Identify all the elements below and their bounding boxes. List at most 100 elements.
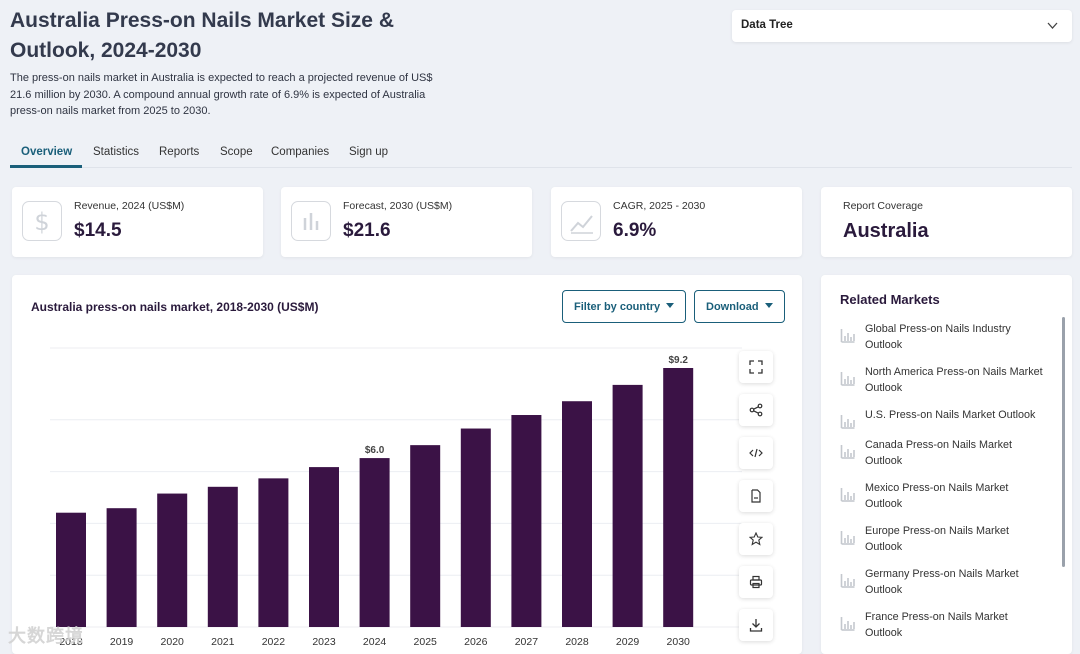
related-markets-panel: Related Markets Global Press-on Nails In… — [821, 275, 1072, 654]
tab-statistics[interactable]: Statistics — [93, 146, 140, 158]
expand-button[interactable] — [739, 351, 773, 383]
share-button[interactable] — [739, 394, 773, 426]
star-icon — [749, 532, 763, 546]
caret-down-icon — [764, 303, 773, 308]
document-button[interactable] — [739, 480, 773, 512]
x-tick-label: 2019 — [110, 636, 134, 648]
x-tick-label: 2030 — [667, 636, 691, 648]
bar-chart-icon — [840, 531, 855, 545]
tab-scope[interactable]: Scope — [220, 146, 253, 158]
tab-sign-up[interactable]: Sign up — [349, 146, 389, 158]
bar-2021[interactable] — [207, 486, 238, 627]
stat-card-revenue: $ Revenue, 2024 (US$M) $14.5 — [12, 187, 263, 257]
x-tick-label: 2022 — [262, 636, 286, 648]
trend-icon — [561, 201, 601, 241]
x-tick-label: 2025 — [414, 636, 438, 648]
stat-label: Report Coverage — [843, 200, 923, 212]
bar-2025[interactable] — [410, 445, 441, 627]
bar-chart-icon — [840, 372, 855, 386]
x-tick-label: 2018 — [59, 636, 83, 648]
star-button[interactable] — [739, 523, 773, 555]
page-title: Australia Press-on Nails Market Size & O… — [10, 9, 394, 62]
chart-panel: Australia press-on nails market, 2018-20… — [12, 275, 802, 654]
related-market-label: Global Press-on Nails Industry Outlook — [865, 323, 1011, 351]
expand-icon — [749, 360, 763, 374]
related-market-link[interactable]: Europe Press-on Nails Market Outlook — [840, 523, 1045, 557]
bar-2018[interactable] — [56, 512, 86, 627]
print-icon — [749, 575, 763, 589]
related-market-link[interactable]: Mexico Press-on Nails Market Outlook — [840, 480, 1045, 514]
stat-value: Australia — [843, 220, 929, 242]
related-market-link[interactable]: Canada Press-on Nails Market Outlook — [840, 437, 1045, 471]
tab-reports[interactable]: Reports — [159, 146, 200, 158]
related-market-link[interactable]: U.S. Press-on Nails Market Outlook — [840, 407, 1045, 441]
stat-card-cagr: CAGR, 2025 - 2030 6.9% — [551, 187, 802, 257]
stat-label: Revenue, 2024 (US$M) — [74, 200, 185, 212]
stat-label: CAGR, 2025 - 2030 — [613, 200, 706, 212]
caret-down-icon — [666, 303, 675, 308]
bar-chart-icon — [840, 574, 855, 588]
bar-2026[interactable] — [460, 428, 491, 627]
x-tick-label: 2026 — [464, 636, 488, 648]
stat-card-coverage: Report Coverage Australia — [821, 187, 1072, 257]
related-market-label: Mexico Press-on Nails Market Outlook — [865, 482, 1009, 510]
scrollbar[interactable] — [1062, 317, 1065, 567]
bar-2029[interactable] — [612, 384, 643, 627]
download-icon — [749, 619, 763, 632]
data-label: $9.2 — [668, 355, 688, 366]
filter-label: Filter by country — [574, 301, 661, 313]
bar-2028[interactable] — [562, 401, 592, 627]
watermark: 大数跨境 — [8, 626, 84, 646]
related-market-link[interactable]: Germany Press-on Nails Market Outlook — [840, 566, 1045, 600]
chart-title: Australia press-on nails market, 2018-20… — [31, 300, 319, 314]
page-description: The press-on nails market in Australia i… — [10, 72, 433, 117]
bar-chart-icon — [840, 617, 855, 631]
tab-overview[interactable]: Overview — [21, 146, 73, 158]
stat-value: $14.5 — [74, 220, 122, 241]
stat-label: Forecast, 2030 (US$M) — [343, 200, 453, 212]
bar-chart-icon — [840, 445, 855, 459]
bar-2027[interactable] — [511, 415, 542, 627]
x-tick-label: 2020 — [161, 636, 185, 648]
tab-companies[interactable]: Companies — [271, 146, 330, 158]
embed-icon — [749, 448, 763, 458]
chevron-down-icon — [1047, 22, 1058, 29]
x-tick-label: 2023 — [312, 636, 336, 648]
download-button[interactable]: Download — [694, 290, 785, 323]
stat-card-forecast: Forecast, 2030 (US$M) $21.6 — [281, 187, 532, 257]
stat-value: 6.9% — [613, 220, 657, 241]
bar-2030[interactable] — [663, 368, 694, 627]
data-tree-dropdown[interactable]: Data Tree — [732, 10, 1072, 42]
x-tick-label: 2029 — [616, 636, 640, 648]
tab-active-indicator — [10, 165, 82, 168]
print-button[interactable] — [739, 566, 773, 598]
bar-2020[interactable] — [157, 493, 188, 627]
related-market-label: France Press-on Nails Market Outlook — [865, 611, 1008, 639]
x-tick-label: 2027 — [515, 636, 539, 648]
bar-2019[interactable] — [106, 508, 137, 627]
related-market-link[interactable]: North America Press-on Nails Market Outl… — [840, 364, 1045, 398]
bar-2024[interactable] — [359, 458, 390, 627]
bar-chart-icon — [291, 201, 331, 241]
document-icon — [751, 489, 761, 503]
related-market-label: Canada Press-on Nails Market Outlook — [865, 439, 1013, 467]
related-market-link[interactable]: France Press-on Nails Market Outlook — [840, 609, 1045, 643]
download-label: Download — [706, 301, 759, 313]
embed-button[interactable] — [739, 437, 773, 469]
bar-2022[interactable] — [258, 478, 289, 627]
related-market-link[interactable]: Global Press-on Nails Industry Outlook — [840, 321, 1045, 355]
related-market-label: North America Press-on Nails Market Outl… — [865, 366, 1043, 394]
dollar-icon: $ — [22, 201, 62, 241]
related-market-label: Europe Press-on Nails Market Outlook — [865, 525, 1010, 553]
download-file-button[interactable] — [739, 609, 773, 641]
bar-chart-icon — [840, 415, 855, 429]
bar-chart-icon — [840, 488, 855, 502]
data-tree-label: Data Tree — [741, 19, 793, 31]
bar-2023[interactable] — [309, 467, 339, 627]
bar-chart: 2018 2019 2020 2021 2022 2023 2024 $6.0 2025 2026… — [50, 347, 742, 648]
stat-value: $21.6 — [343, 220, 391, 241]
bar-chart-icon — [840, 329, 855, 343]
svg-text:$: $ — [34, 208, 49, 236]
filter-by-country-button[interactable]: Filter by country — [562, 290, 687, 323]
share-icon — [749, 403, 763, 417]
